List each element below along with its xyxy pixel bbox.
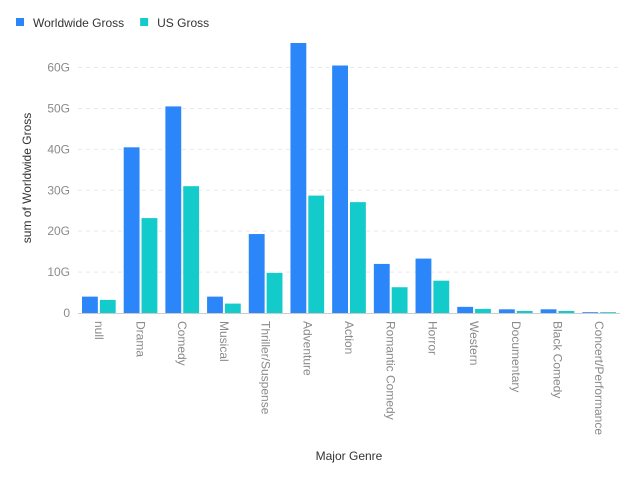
x-axis-title: Major Genre — [316, 449, 383, 463]
bar-worldwide-gross-10[interactable] — [498, 309, 515, 313]
x-tick-label: Romantic Comedy — [384, 321, 398, 420]
legend-label-0[interactable]: Worldwide Gross — [33, 16, 124, 30]
bar-worldwide-gross-2[interactable] — [165, 106, 182, 313]
x-tick-label: Drama — [134, 321, 148, 357]
bar-us-gross-3[interactable] — [224, 303, 241, 313]
bar-us-gross-9[interactable] — [475, 308, 491, 313]
y-tick-label: 50G — [47, 101, 70, 115]
bar-worldwide-gross-11[interactable] — [540, 309, 557, 313]
bar-worldwide-gross-4[interactable] — [248, 234, 265, 313]
x-tick-label: Comedy — [175, 321, 189, 366]
x-tick-label: Documentary — [509, 321, 523, 392]
legend-label-1[interactable]: US Gross — [157, 16, 209, 30]
y-tick-label: 30G — [47, 183, 70, 197]
bar-worldwide-gross-12[interactable] — [582, 312, 599, 313]
bar-us-gross-8[interactable] — [433, 280, 450, 313]
bar-worldwide-gross-8[interactable] — [415, 258, 432, 313]
y-tick-label: 20G — [47, 224, 70, 238]
bar-us-gross-10[interactable] — [516, 310, 533, 313]
x-tick-label: null — [92, 321, 106, 340]
bar-worldwide-gross-6[interactable] — [332, 65, 348, 314]
x-tick-label: Horror — [425, 321, 439, 355]
bar-us-gross-6[interactable] — [350, 202, 366, 313]
bar-us-gross-0[interactable] — [99, 299, 116, 313]
y-axis: 0 10G 20G 30G 40G 50G 60G — [47, 61, 70, 320]
bar-us-gross-12[interactable] — [600, 312, 616, 313]
bar-worldwide-gross-9[interactable] — [457, 306, 474, 313]
x-tick-label: Action — [342, 321, 356, 354]
legend-swatch-0[interactable] — [16, 18, 24, 26]
bar-us-gross-5[interactable] — [308, 195, 325, 313]
bar-worldwide-gross-3[interactable] — [207, 296, 223, 313]
bar-worldwide-gross-5[interactable] — [290, 43, 307, 313]
bar-worldwide-gross-1[interactable] — [123, 147, 140, 313]
x-tick-label: Western — [467, 321, 481, 365]
x-tick-label: Musical — [217, 321, 231, 362]
legend: Worldwide Gross US Gross — [16, 16, 209, 30]
x-axis: null Drama Comedy Musical Thriller/Suspense A… — [92, 321, 606, 435]
bar-us-gross-4[interactable] — [266, 272, 283, 313]
legend-swatch-1[interactable] — [140, 18, 149, 26]
y-axis-title: sum of Worldwide Gross — [20, 113, 34, 243]
x-tick-label: Concert/Performance — [592, 321, 606, 435]
y-tick-label: 40G — [47, 142, 70, 156]
bar-us-gross-7[interactable] — [391, 287, 408, 313]
bars — [82, 43, 616, 313]
bar-worldwide-gross-7[interactable] — [373, 263, 390, 313]
gridlines — [78, 67, 620, 314]
bar-us-gross-11[interactable] — [558, 310, 575, 313]
y-tick-label: 10G — [47, 265, 70, 279]
bar-us-gross-1[interactable] — [141, 218, 158, 313]
bar-worldwide-gross-0[interactable] — [82, 296, 98, 313]
x-tick-label: Thriller/Suspense — [259, 321, 273, 415]
y-tick-label: 60G — [47, 61, 70, 75]
bar-us-gross-2[interactable] — [183, 186, 200, 313]
x-tick-label: Adventure — [300, 321, 314, 376]
y-tick-label: 0 — [63, 306, 70, 320]
x-tick-label: Black Comedy — [550, 321, 564, 398]
